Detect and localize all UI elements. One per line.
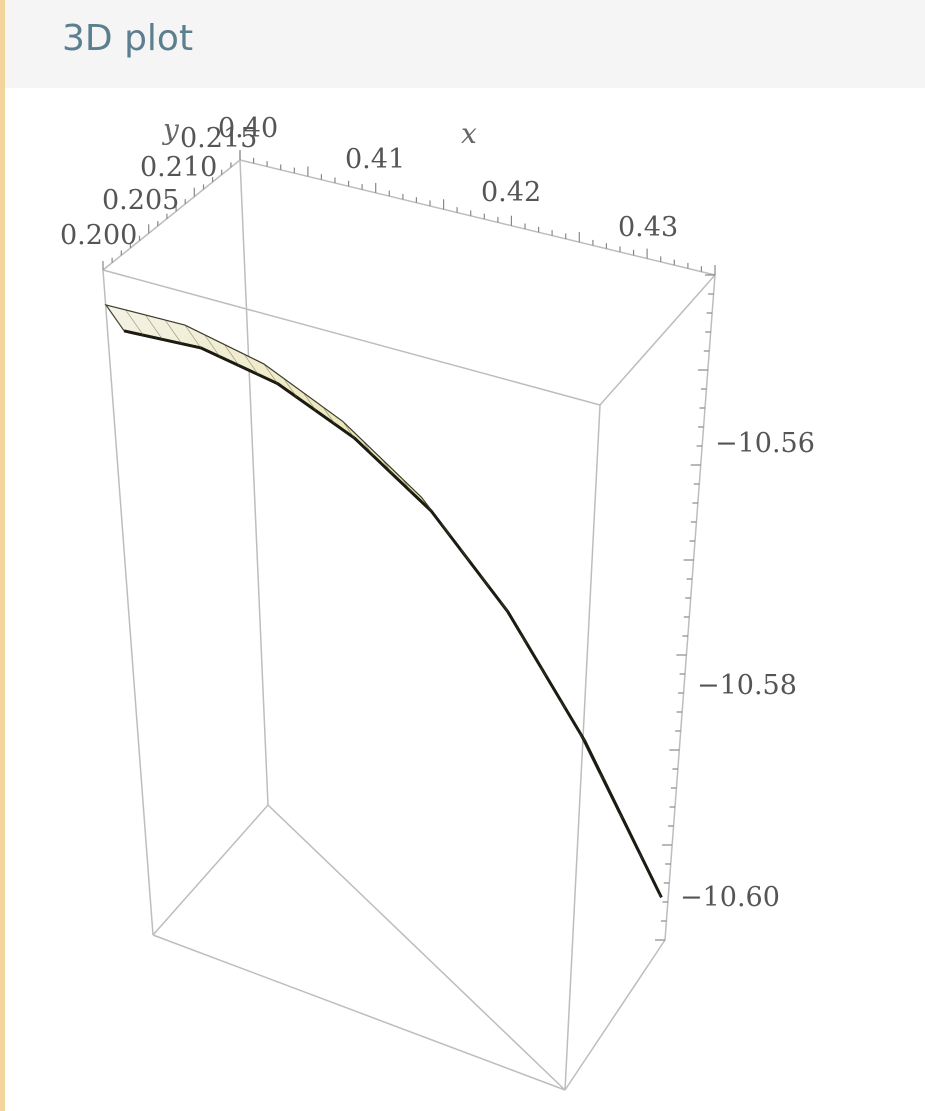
- y-tick-label: 0.200: [60, 220, 137, 251]
- mesh-line: [362, 440, 374, 457]
- box-bottom-right: [564, 939, 666, 1091]
- mesh-line: [303, 392, 317, 412]
- mesh-line: [539, 667, 547, 677]
- box-front-vertical: [564, 404, 601, 1091]
- mesh-line: [638, 853, 643, 859]
- mesh-line: [441, 523, 451, 537]
- surface-body: [104, 303, 662, 898]
- mesh-line: [480, 575, 489, 587]
- mesh-line: [421, 497, 432, 512]
- x-axis-title: x: [461, 117, 477, 150]
- mesh-line: [322, 406, 336, 425]
- surface-lower-edge: [123, 329, 663, 899]
- tick-marks: [102, 150, 716, 941]
- x-tick-label: 0.40: [218, 113, 278, 144]
- plot-area: [5, 88, 925, 1111]
- surface-mesh: [105, 304, 662, 898]
- y-tick-label: 0.210: [140, 152, 217, 183]
- x-tick-label: 0.43: [618, 212, 678, 243]
- mesh-line: [283, 378, 298, 398]
- mesh-line: [204, 334, 221, 358]
- box-top-right: [599, 274, 716, 406]
- mesh-line: [618, 813, 624, 820]
- box-top-front: [102, 269, 601, 406]
- mesh-line: [599, 773, 605, 781]
- x-tick-label: 0.41: [345, 144, 405, 175]
- z-tick-label: −10.60: [680, 882, 780, 913]
- box-left-vertical: [102, 269, 154, 936]
- mesh-line: [658, 893, 662, 898]
- mesh-line: [263, 363, 278, 384]
- box-back-bottom: [152, 804, 269, 936]
- mesh-line: [125, 309, 144, 336]
- mesh-line: [184, 324, 202, 349]
- panel-header: 3D plot: [5, 0, 925, 88]
- box-bottom-left: [152, 934, 566, 1091]
- x-tick-label: 0.42: [481, 177, 541, 208]
- surface: [104, 303, 663, 899]
- mesh-line: [559, 700, 566, 709]
- box-top-left: [102, 159, 241, 271]
- box-right-vertical: [664, 274, 716, 941]
- mesh-line: [164, 319, 182, 344]
- accent-bar: [0, 0, 5, 1111]
- mesh-line: [105, 304, 125, 332]
- y-tick-label: 0.205: [102, 185, 179, 216]
- y-axis-title: y: [161, 113, 180, 146]
- panel-title: 3D plot: [62, 18, 194, 59]
- mesh-line: [243, 353, 259, 375]
- mesh-line: [145, 314, 163, 340]
- mesh-line: [342, 421, 355, 439]
- mesh-line: [500, 601, 509, 613]
- z-tick-label: −10.58: [697, 670, 797, 701]
- z-tick-label: −10.56: [715, 428, 815, 459]
- mesh-line: [520, 634, 528, 645]
- mesh-line: [460, 549, 470, 562]
- mesh-line: [381, 459, 393, 475]
- mesh-line: [579, 733, 585, 741]
- mesh-line: [224, 344, 240, 367]
- box-top-back: [239, 159, 716, 276]
- mesh-line: [401, 478, 413, 493]
- y-tick-label: 0.215: [180, 123, 257, 154]
- bounding-box: [102, 159, 716, 1091]
